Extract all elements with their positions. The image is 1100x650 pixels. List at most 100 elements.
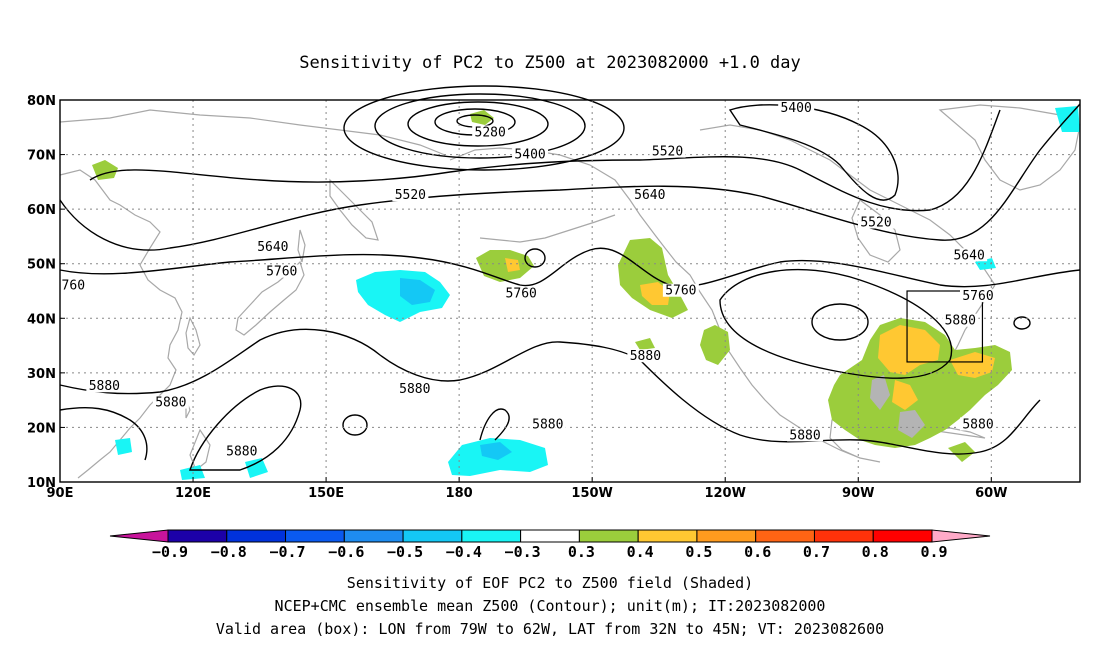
contour-label-bg xyxy=(631,188,668,202)
contour-label: 5880 xyxy=(155,396,186,411)
lat-label: 60N xyxy=(27,203,56,218)
shade-negative-nw-pacific-core xyxy=(400,278,435,305)
colorbar-swatch xyxy=(285,529,345,543)
colorbar-label: −0.3 xyxy=(505,543,541,561)
contour-label: 5640 xyxy=(634,188,665,203)
lat-label: 10N xyxy=(27,476,56,491)
contour-label-bg xyxy=(649,144,686,158)
contour-label: 5880 xyxy=(789,428,820,443)
contour-5880 xyxy=(59,328,1041,455)
lon-label: 60W xyxy=(975,486,1007,501)
latitude-labels: 80N 70N 60N 50N 40N 30N 20N 10N xyxy=(27,94,65,491)
caption-line-3: Valid area (box): LON from 79W to 62W, L… xyxy=(216,620,884,638)
contour-label: 5760 xyxy=(506,286,537,301)
shade-negative-tropical-pacific-core xyxy=(480,442,512,460)
colorbar-swatch xyxy=(520,529,580,543)
coastline-japan xyxy=(235,260,305,336)
contour-atlantic-high xyxy=(719,268,953,379)
colorbar-swatch xyxy=(696,529,757,543)
coastline-greenland xyxy=(938,104,1081,191)
contour-labels: 5400 5280 5400 5520 5520 5640 5520 5640 5640 5760… xyxy=(59,100,996,460)
caption-line-2: NCEP+CMC ensemble mean Z500 (Contour); u… xyxy=(275,597,826,615)
shade-positive-central-pacific xyxy=(476,250,534,282)
shade-positive-japan-sea xyxy=(635,338,655,350)
contour-label-bg xyxy=(858,215,894,229)
contour-label-bg xyxy=(86,379,123,393)
contour-label: 5520 xyxy=(395,188,426,203)
contour-label: 5280 xyxy=(475,125,506,140)
contour-label-bg xyxy=(223,444,260,458)
contour-label-bg xyxy=(778,100,815,114)
contour-label: 5880 xyxy=(532,417,563,432)
coastline-korea xyxy=(185,316,201,357)
colorbar-labels: −0.9 −0.8 −0.7 −0.6 −0.5 −0.4 −0.3 0.3 0.4 0.5 0.6… xyxy=(152,543,948,561)
contour-label-bg xyxy=(627,349,664,363)
z500-contours xyxy=(59,85,1081,471)
lon-label: 120E xyxy=(175,486,211,501)
contour-label: 5760 xyxy=(962,289,993,304)
contour-label: 5880 xyxy=(630,349,661,364)
contour-5880-west-pacific xyxy=(59,407,148,461)
contour-label: 760 xyxy=(62,278,85,293)
contour-label: 5640 xyxy=(953,248,984,263)
coastline-aleutians xyxy=(479,214,616,243)
colorbar-swatch xyxy=(226,529,287,543)
contour-5880-tropical xyxy=(479,408,510,441)
colorbar-swatches xyxy=(167,529,933,543)
contour-label-bg xyxy=(942,313,979,327)
contour-5400 xyxy=(374,93,586,159)
colorbar-label: 0.7 xyxy=(803,543,830,561)
shade-positive-off-california xyxy=(700,325,730,365)
lon-label: 180 xyxy=(446,486,473,501)
caption-line-1: Sensitivity of EOF PC2 to Z500 field (Sh… xyxy=(347,574,753,592)
contour-label-bg xyxy=(392,188,429,202)
colorbar-label: 0.4 xyxy=(627,543,654,561)
contour-label: 5880 xyxy=(226,445,257,460)
contour-label: 5760 xyxy=(266,265,297,280)
coastline-sakhalin xyxy=(297,229,306,263)
contour-label: 5880 xyxy=(89,379,120,394)
contour-label-bg xyxy=(396,381,433,395)
shade-positive-central-pacific-core xyxy=(505,258,520,272)
colorbar-label: 0.5 xyxy=(685,543,712,561)
contour-label-bg xyxy=(263,264,300,278)
lat-label: 50N xyxy=(27,258,56,273)
lon-label: 120W xyxy=(704,486,745,501)
colorbar-low-arrow xyxy=(109,529,169,543)
lat-label: 70N xyxy=(27,149,56,164)
sensitivity-shading xyxy=(92,106,1080,480)
contour-label: 5640 xyxy=(257,240,288,255)
colorbar-label: 0.6 xyxy=(744,543,771,561)
contour-label-bg xyxy=(472,125,509,139)
contour-label-bg xyxy=(951,248,988,262)
colorbar-label: 0.3 xyxy=(568,543,595,561)
colorbar-label: −0.8 xyxy=(211,543,247,561)
lat-label: 40N xyxy=(27,312,56,327)
contour-label: 5880 xyxy=(399,382,430,397)
contour-label-bg xyxy=(254,240,291,254)
shade-positive-gulf-alaska-core xyxy=(640,282,670,305)
contour-5760-small-low xyxy=(524,248,546,268)
gridlines xyxy=(60,100,1080,482)
contour-atlantic-small xyxy=(1013,316,1031,330)
shade-positive-caribbean xyxy=(948,442,975,462)
contour-label: 5760 xyxy=(665,284,696,299)
contour-5640 xyxy=(59,103,1081,251)
contour-5520 xyxy=(89,109,1001,212)
lat-label: 20N xyxy=(27,421,56,436)
contour-5880-subtropical xyxy=(189,385,302,471)
shade-negative-south-china-sea xyxy=(115,438,268,480)
colorbar-swatch xyxy=(755,529,815,543)
contour-label: 5880 xyxy=(945,314,976,329)
coastline-siberia-north xyxy=(59,109,446,156)
contour-label-bg xyxy=(512,147,549,161)
contour-label-bg xyxy=(529,417,566,431)
colorbar-label: −0.6 xyxy=(328,543,364,561)
colorbar-label: 0.9 xyxy=(920,543,947,561)
contour-5880-small-low xyxy=(342,414,368,436)
colorbar-label: 0.8 xyxy=(862,543,889,561)
contour-label: 5880 xyxy=(962,417,993,432)
contour-label-bg xyxy=(960,289,996,303)
contour-label: 5400 xyxy=(781,101,812,116)
